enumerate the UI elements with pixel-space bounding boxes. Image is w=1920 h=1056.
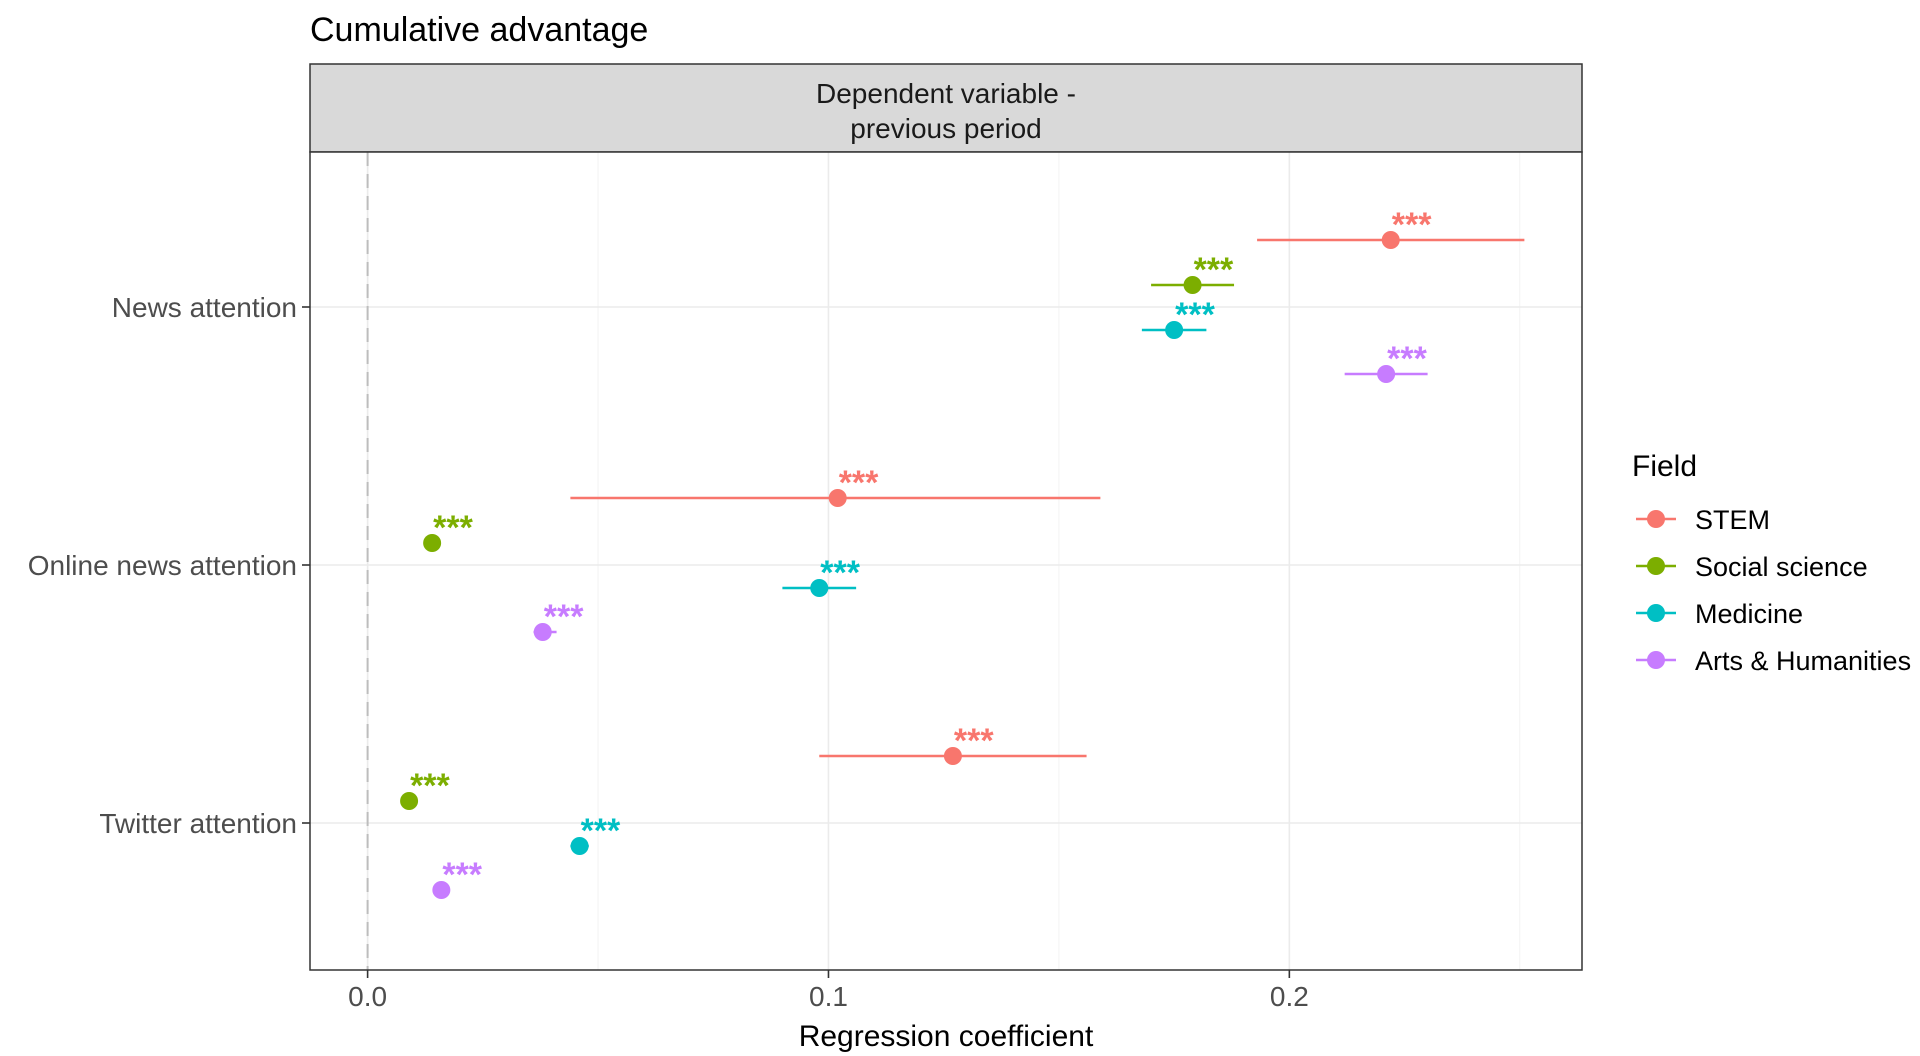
legend-label: Social science [1695, 552, 1868, 582]
data-point-group: *** [400, 767, 451, 810]
significance-label: *** [544, 598, 584, 636]
facet-strip-line-2: previous period [850, 113, 1041, 144]
significance-label: *** [581, 812, 621, 850]
point-estimate [1183, 276, 1202, 294]
significance-label: *** [410, 767, 450, 805]
point-estimate [400, 792, 419, 810]
significance-label: *** [954, 722, 994, 760]
point-estimate [533, 623, 552, 641]
data-point-group: *** [533, 598, 584, 641]
x-tick-label: 0.1 [809, 981, 848, 1012]
significance-label: *** [1387, 340, 1427, 378]
plot-panel-border [309, 151, 1583, 971]
legend-item: Social science [1636, 552, 1868, 582]
significance-label: *** [1194, 251, 1234, 289]
significance-label: *** [433, 509, 473, 547]
legend-item: Medicine [1636, 599, 1803, 629]
y-tick-label: Online news attention [28, 550, 297, 581]
data-point-group: *** [570, 464, 1101, 507]
significance-label: *** [442, 856, 482, 894]
data-point-group: *** [1257, 206, 1525, 249]
legend-label: Medicine [1695, 599, 1803, 629]
y-tick-label: News attention [112, 292, 297, 323]
data-point-group: *** [782, 554, 861, 597]
legend-item: STEM [1636, 505, 1770, 535]
point-estimate [432, 881, 451, 899]
x-tick-label: 0.2 [1270, 981, 1309, 1012]
legend-label: Arts & Humanities [1695, 646, 1911, 676]
legend-key-point [1647, 651, 1665, 669]
facet-strip-line-1: Dependent variable - [816, 78, 1076, 109]
data-marks: *** *** *** *** *** *** *** *** *** *** *** *** [400, 206, 1525, 899]
data-point-group: *** [1141, 296, 1216, 339]
significance-label: *** [820, 554, 860, 592]
data-point-group: *** [819, 722, 1087, 765]
point-estimate [570, 837, 589, 855]
point-estimate [1377, 365, 1396, 383]
point-estimate [1165, 321, 1184, 339]
legend-item: Arts & Humanities [1636, 646, 1911, 676]
y-tick-label: Twitter attention [99, 808, 297, 839]
significance-label: *** [1175, 296, 1215, 334]
legend-key-point [1647, 604, 1665, 622]
point-estimate [943, 747, 962, 765]
legend: Field STEM Social science Medicine Arts & Hu… [1632, 450, 1911, 676]
data-point-group: *** [432, 856, 483, 899]
legend-key-point [1647, 510, 1665, 528]
significance-label: *** [1392, 206, 1432, 244]
significance-label: *** [839, 464, 879, 502]
point-estimate [423, 534, 442, 552]
point-estimate [810, 579, 829, 597]
data-point-group: *** [570, 812, 621, 855]
plot-panel [310, 152, 1582, 970]
data-point-group: *** [1344, 340, 1428, 383]
point-estimate [1381, 231, 1400, 249]
x-axis: 0.0 0.1 0.2 [348, 970, 1309, 1012]
gridlines [310, 152, 1582, 970]
x-tick-label: 0.0 [348, 981, 387, 1012]
legend-label: STEM [1695, 505, 1770, 535]
legend-key-point [1647, 557, 1665, 575]
x-axis-title: Regression coefficient [799, 1020, 1094, 1053]
legend-title: Field [1632, 450, 1697, 483]
point-estimate [828, 489, 847, 507]
y-axis: News attention Online news attention Twitt… [28, 292, 310, 839]
data-point-group: *** [423, 509, 474, 552]
data-point-group: *** [1151, 251, 1235, 294]
chart-title: Cumulative advantage [310, 11, 648, 49]
facet-strip [309, 63, 1583, 153]
